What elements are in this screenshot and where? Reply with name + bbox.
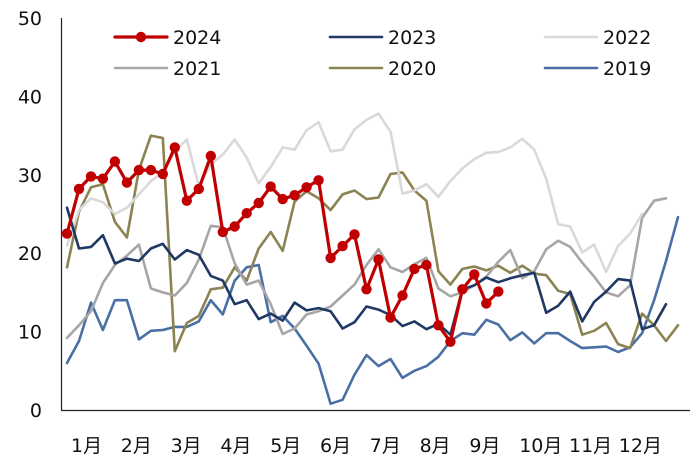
point-2024-9 [169, 142, 180, 153]
point-2024-21 [313, 175, 324, 186]
point-2024-26 [373, 254, 384, 265]
point-2024-20 [301, 182, 312, 193]
point-2024-35 [481, 298, 492, 309]
axis-ticks: 0 10 20 30 40 50 1月 2月 3月 4月 5月 6月 7月 8月 9月 10月 11月 12月 [18, 8, 662, 456]
legend: 2024 2023 2022 2021 2020 2019 [113, 27, 651, 80]
legend-label-2024: 2024 [173, 27, 221, 49]
point-2024-3 [97, 173, 109, 184]
series-line-2021 [65, 197, 668, 340]
point-2024-7 [145, 164, 157, 176]
series-layer [61, 112, 680, 405]
series-2020 [65, 134, 680, 353]
x-tick-label-7: 7月 [370, 435, 401, 456]
point-2024-29 [409, 263, 420, 275]
point-2024-28 [397, 290, 408, 301]
series-2024 [61, 142, 504, 347]
x-tick-label-8: 8月 [420, 435, 451, 456]
y-tick-label-40: 40 [18, 86, 42, 108]
legend-item-2020: 2020 [328, 58, 436, 80]
point-2024-19 [289, 190, 300, 201]
point-2024-32 [445, 336, 456, 347]
point-2024-15 [241, 208, 252, 219]
point-2024-10 [181, 195, 192, 206]
legend-item-2019: 2019 [543, 58, 651, 80]
legend-label-2021: 2021 [173, 58, 221, 80]
point-2024-8 [157, 168, 168, 180]
legend-item-2023: 2023 [328, 27, 436, 49]
y-tick-label-0: 0 [30, 400, 42, 422]
legend-label-2022: 2022 [603, 27, 651, 49]
point-2024-12 [205, 150, 216, 162]
y-tick-label-10: 10 [18, 322, 42, 344]
series-line-2023 [65, 206, 668, 336]
x-tick-label-6: 6月 [320, 435, 351, 456]
legend-label-2023: 2023 [388, 27, 436, 49]
point-2024-14 [229, 221, 240, 232]
y-tick-label-20: 20 [18, 243, 42, 265]
point-2024-2 [85, 171, 97, 182]
legend-item-2024: 2024 [113, 27, 221, 49]
point-2024-25 [361, 284, 372, 295]
x-tick-label-9: 9月 [469, 435, 500, 456]
point-2024-16 [253, 197, 264, 209]
point-2024-0 [61, 228, 73, 239]
legend-item-2022: 2022 [543, 27, 651, 49]
series-2021 [65, 197, 668, 340]
point-2024-5 [121, 177, 133, 188]
y-tick-label-30: 30 [18, 165, 42, 187]
series-line-2020 [65, 134, 680, 353]
x-tick-label-5: 5月 [270, 435, 301, 456]
point-2024-1 [73, 183, 85, 195]
x-tick-label-4: 4月 [220, 435, 251, 456]
point-2024-11 [193, 183, 204, 195]
x-tick-label-2: 2月 [121, 435, 152, 456]
x-tick-label-12: 12月 [619, 435, 662, 456]
point-2024-17 [265, 181, 276, 192]
series-2023 [65, 206, 668, 336]
point-2024-13 [217, 226, 228, 238]
point-2024-27 [385, 312, 396, 323]
point-2024-23 [337, 240, 348, 252]
point-2024-36 [493, 286, 504, 297]
series-line-2019 [65, 215, 680, 405]
legend-marker-2024 [135, 31, 147, 43]
x-tick-label-10: 10月 [519, 435, 562, 456]
x-tick-label-3: 3月 [171, 435, 202, 456]
point-2024-18 [277, 193, 288, 205]
point-2024-24 [349, 229, 360, 240]
point-2024-30 [421, 259, 432, 271]
series-2019 [65, 215, 680, 405]
point-2024-31 [433, 320, 444, 331]
legend-label-2019: 2019 [603, 58, 651, 80]
point-2024-34 [469, 269, 480, 280]
legend-item-2021: 2021 [113, 58, 221, 80]
point-2024-6 [133, 164, 145, 176]
y-tick-label-50: 50 [18, 8, 42, 30]
legend-label-2020: 2020 [388, 58, 436, 80]
x-tick-label-11: 11月 [569, 435, 612, 456]
point-2024-22 [325, 252, 336, 264]
x-tick-label-1: 1月 [71, 435, 102, 456]
point-2024-33 [457, 284, 468, 295]
point-2024-4 [109, 156, 121, 167]
